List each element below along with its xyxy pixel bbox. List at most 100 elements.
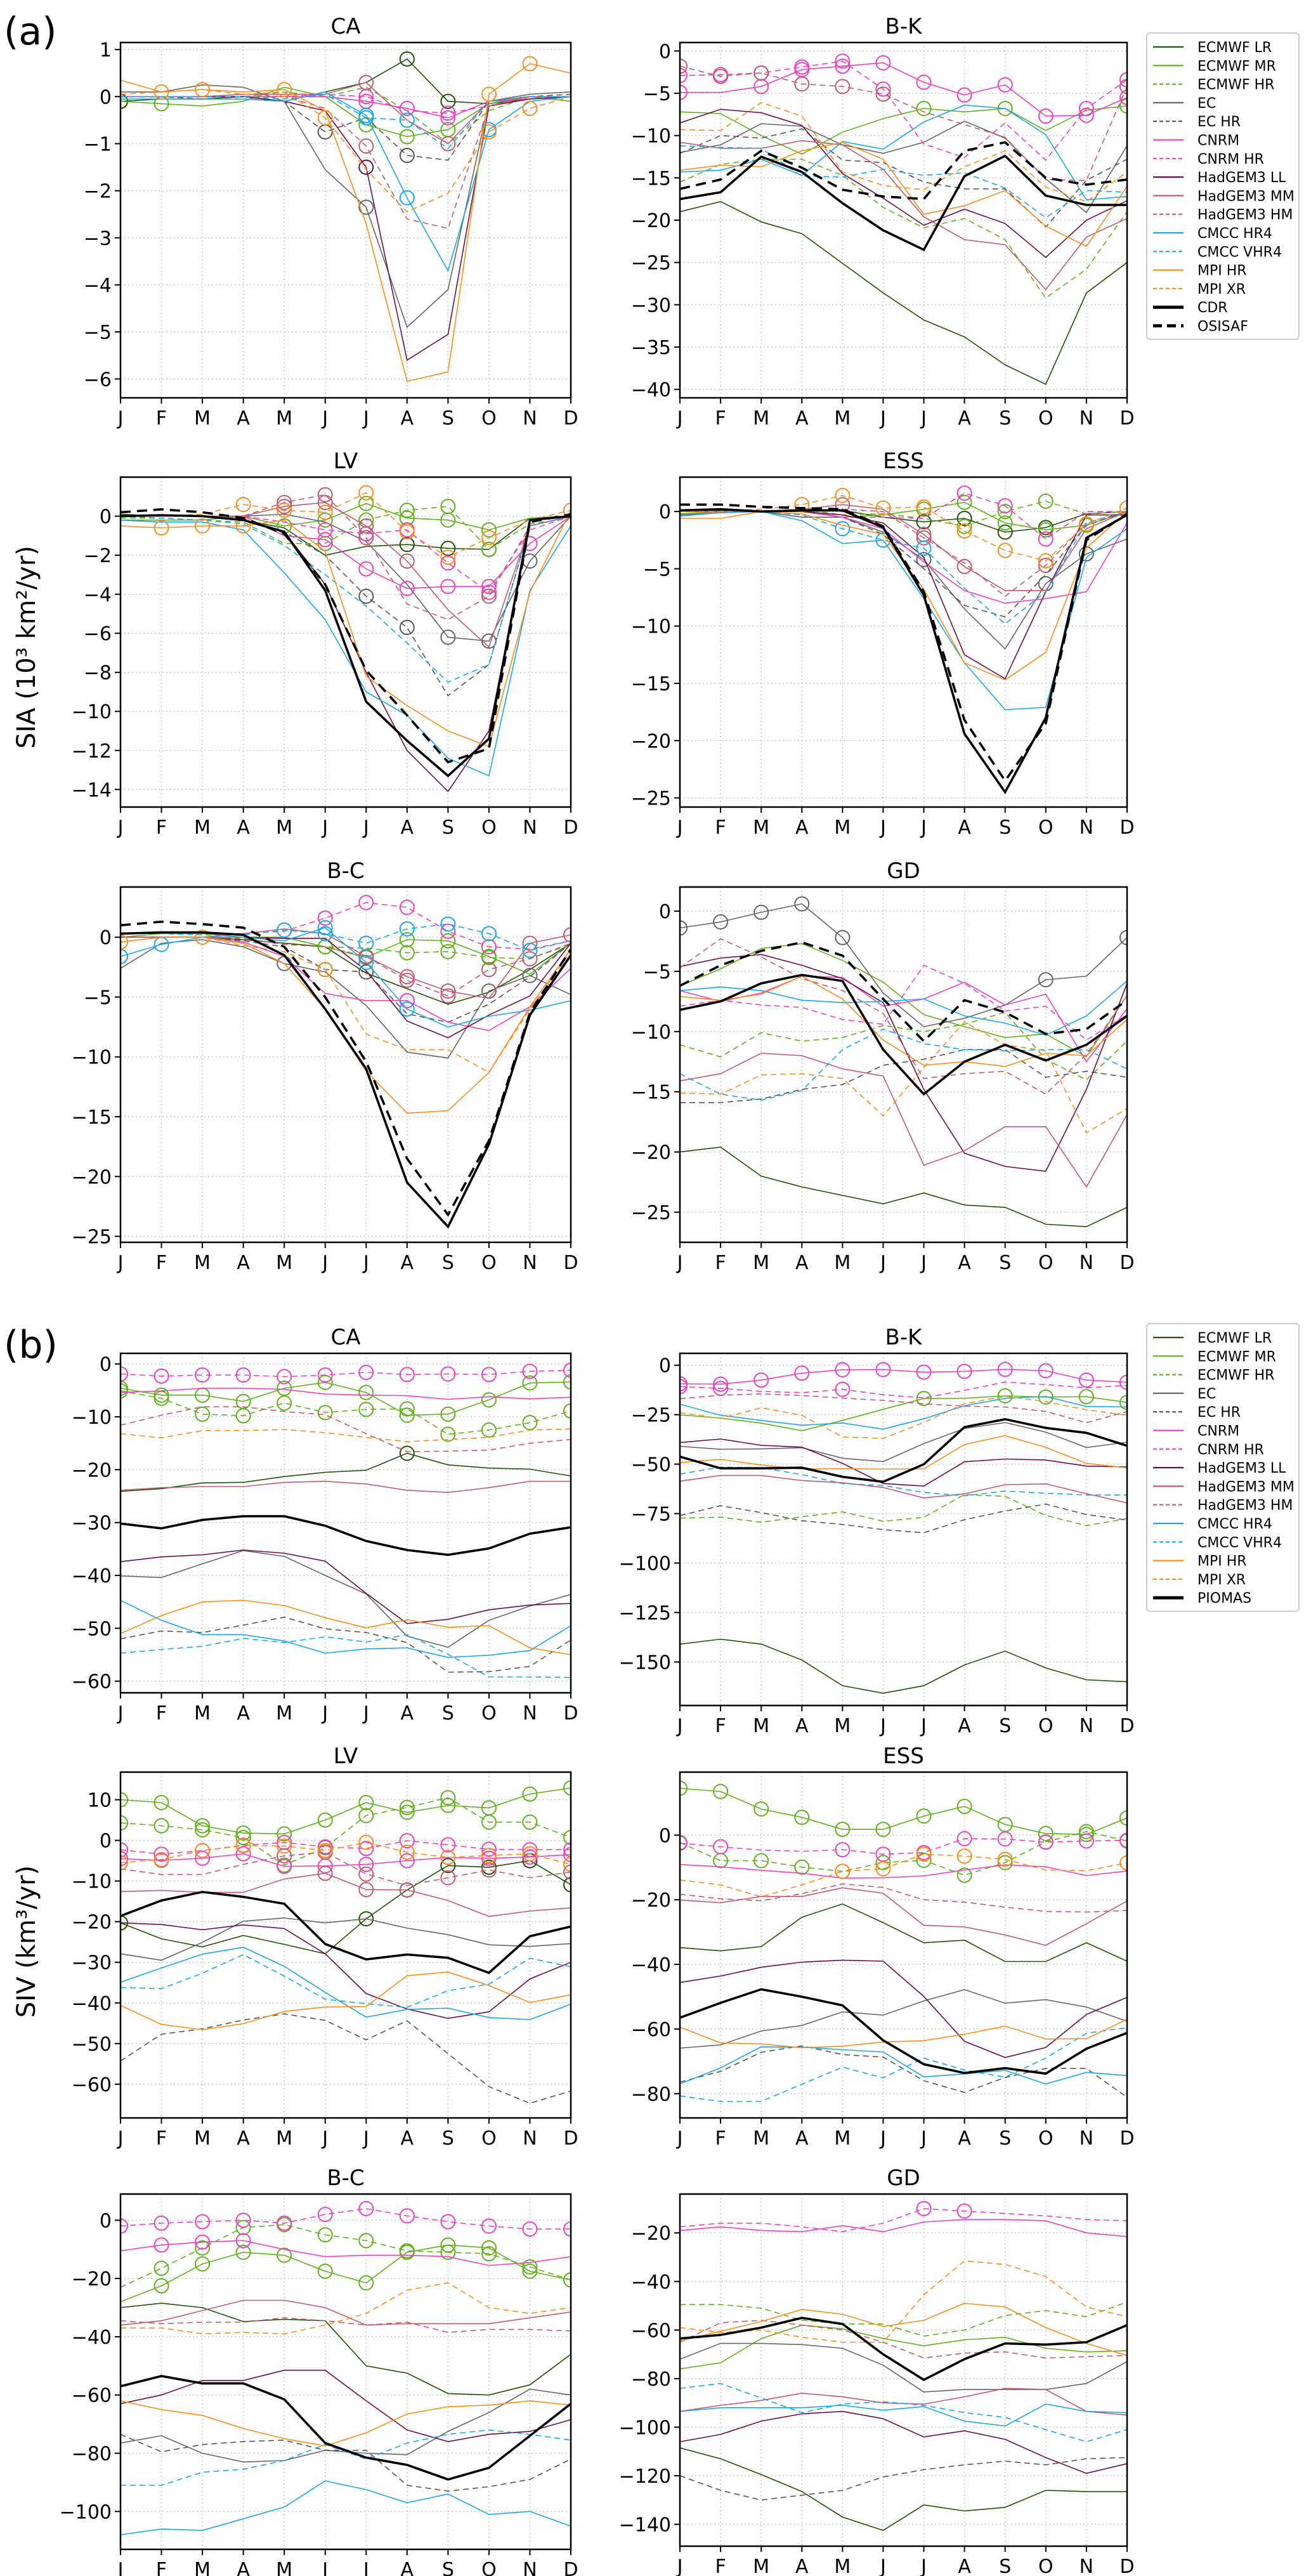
significance-marker <box>399 553 415 569</box>
x-tick-label: A <box>795 2127 809 2150</box>
y-tick-label: −6 <box>84 369 112 391</box>
significance-marker <box>440 555 456 571</box>
series-line-mpi-hr <box>680 2303 1127 2356</box>
series-line-osisaf <box>121 508 571 764</box>
x-tick-label: A <box>958 2556 971 2576</box>
significance-marker <box>835 1362 851 1377</box>
significance-marker <box>916 530 932 546</box>
series-line-hadgem3-hm <box>121 936 571 997</box>
significance-marker <box>481 1367 497 1383</box>
significance-marker <box>522 536 538 551</box>
series-line-ecmwf-lr <box>121 1452 571 1492</box>
series-line-ec <box>680 903 1127 1028</box>
significance-marker <box>440 579 456 595</box>
significance-marker <box>1038 493 1053 509</box>
legend-frame <box>1146 32 1300 340</box>
series-line-hadgem3-ll <box>680 954 1127 1172</box>
significance-marker <box>277 1858 292 1874</box>
significance-marker <box>440 105 456 121</box>
panel-title: GD <box>887 2165 920 2191</box>
significance-marker <box>399 2208 415 2224</box>
significance-marker <box>277 495 292 510</box>
significance-marker <box>317 522 333 538</box>
significance-marker <box>195 1822 211 1837</box>
x-tick-label: F <box>715 407 726 430</box>
significance-marker <box>195 1843 211 1858</box>
series-line-ecmwf-mr <box>121 1787 571 1835</box>
series-group <box>121 895 571 1229</box>
x-tick-label: J <box>920 407 927 430</box>
panel-a-ca: CA J F M A M J J A S O N D 1 0 −1 −2 −3 −4 −5 −6 <box>84 14 578 430</box>
significance-marker <box>522 951 538 967</box>
significance-marker <box>235 1408 251 1424</box>
significance-marker <box>317 1839 333 1855</box>
significance-marker <box>1078 101 1094 116</box>
series-line-hadgem3-hm <box>680 1883 1127 1913</box>
x-tick-label: S <box>442 407 454 430</box>
legend-label: HadGEM3 MM <box>1197 1479 1295 1495</box>
x-tick-label: J <box>117 1702 124 1725</box>
series-line-hadgem3-mm <box>121 1872 571 1917</box>
y-tick-label: −25 <box>631 1202 671 1225</box>
x-tick-label: N <box>1079 1252 1093 1274</box>
significance-marker <box>358 530 374 546</box>
y-tick-label: −10 <box>72 1047 112 1069</box>
y-tick-label: −120 <box>619 2466 671 2488</box>
significance-marker <box>481 1422 497 1438</box>
x-tick-label: J <box>321 1702 328 1725</box>
x-tick-label: D <box>1119 817 1134 839</box>
significance-marker <box>753 1372 769 1388</box>
legend-label: EC HR <box>1197 114 1241 130</box>
significance-marker <box>481 926 497 942</box>
x-tick-label: O <box>481 1252 497 1274</box>
significance-marker <box>1078 1389 1094 1405</box>
significance-marker <box>997 498 1013 514</box>
x-tick-label: J <box>362 407 369 430</box>
significance-marker <box>1038 558 1053 574</box>
axes-frame <box>679 41 1128 399</box>
legend-label: PIOMAS <box>1197 1591 1251 1607</box>
y-tick-label: −40 <box>72 1993 112 2015</box>
significance-marker <box>153 1818 169 1834</box>
significance-marker <box>563 1403 571 1419</box>
significance-marker <box>794 1810 810 1825</box>
x-tick-label: M <box>194 2127 211 2150</box>
series-line-cmcc-hr4 <box>121 1947 571 2020</box>
significance-marker <box>1038 1363 1053 1379</box>
y-tick-label: −100 <box>619 2417 671 2439</box>
significance-marker <box>522 968 538 983</box>
significance-marker <box>1119 1810 1127 1826</box>
significance-marker <box>563 1847 571 1863</box>
series-line-cnrm-hr <box>680 60 1127 161</box>
significance-marker <box>835 1863 851 1879</box>
x-tick-label: A <box>401 1252 414 1274</box>
axes-frame <box>119 476 572 808</box>
x-tick-label: S <box>442 1702 454 1725</box>
y-tick-label: −5 <box>643 83 671 105</box>
series-line-cnrm-hr <box>680 1838 1127 1855</box>
x-tick-label: M <box>194 1702 211 1725</box>
y-tick-label: −20 <box>72 2268 112 2290</box>
series-line-mpi-xr <box>680 1853 1127 1898</box>
significance-marker <box>399 148 415 164</box>
significance-marker <box>277 503 292 518</box>
series-line-mpi-xr <box>121 1841 571 1865</box>
x-tick-label: O <box>481 1702 497 1725</box>
significance-marker <box>440 1790 456 1806</box>
x-tick-label: S <box>442 2559 454 2576</box>
y-tick-label: −125 <box>619 1602 671 1624</box>
significance-marker <box>440 1850 456 1865</box>
x-tick-label: F <box>715 2556 726 2576</box>
significance-marker <box>1038 531 1053 547</box>
significance-marker <box>317 532 333 548</box>
y-tick-label: −40 <box>631 2271 671 2294</box>
series-line-cdr <box>121 514 571 778</box>
significance-marker <box>522 1842 538 1858</box>
series-line-hadgem3-hm <box>121 1406 571 1452</box>
x-tick-label: N <box>523 2127 537 2150</box>
x-tick-label: S <box>999 2127 1011 2150</box>
y-tick-label: −15 <box>72 1107 112 1129</box>
significance-marker <box>481 2240 497 2256</box>
significance-marker <box>753 65 769 81</box>
y-tick-label: −25 <box>631 1405 671 1427</box>
